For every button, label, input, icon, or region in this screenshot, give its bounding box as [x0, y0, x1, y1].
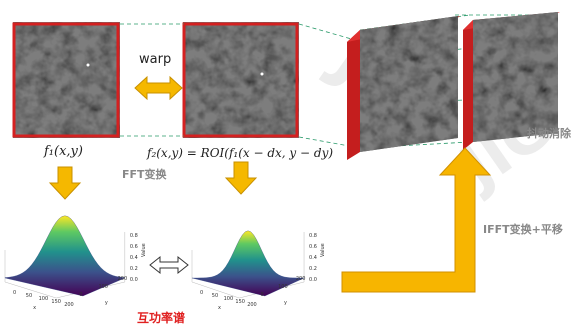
z-tick-label: 0.6	[130, 244, 138, 250]
image-f1	[13, 22, 120, 138]
double-arrow	[135, 77, 182, 99]
y-tick-label: 100	[98, 284, 108, 290]
warp-label: warp	[139, 52, 171, 67]
y-axis-label: y	[284, 300, 287, 306]
diagram: JIG JIG warp f₁(x,y) f₂(x,y) = ROI(f₁(x …	[0, 0, 584, 326]
y-tick-label: 200	[118, 276, 128, 282]
ifft-label: IFFT变换+平移	[483, 222, 563, 236]
star	[261, 73, 264, 76]
jitter-label: 抖动消除	[527, 126, 572, 140]
y-tick-label: 0	[260, 292, 263, 298]
slab-side	[463, 20, 473, 150]
double-arrow	[150, 257, 188, 273]
z-tick-label: 0.4	[130, 255, 138, 261]
l-arrow	[342, 148, 490, 292]
x-tick-label: 100	[224, 296, 234, 302]
z-axis-label: Value	[320, 243, 326, 257]
z-tick-label: 0.6	[309, 244, 317, 250]
cross-power-label: 互功率谱	[137, 310, 185, 325]
z-tick-label: 0.4	[309, 255, 317, 261]
x-tick-label: 150	[235, 299, 245, 305]
slab-image	[360, 16, 458, 152]
image-f2	[183, 22, 299, 138]
f2-label: f₂(x,y) = ROI(f₁(x − dx, y − dy)	[146, 146, 333, 160]
slab-side	[347, 30, 360, 160]
x-tick-label: 100	[39, 296, 49, 302]
x-tick-label: 50	[212, 293, 218, 299]
slab-image	[473, 12, 558, 142]
x-axis-label: x	[33, 305, 36, 311]
x-axis-label: x	[218, 305, 221, 311]
x-tick-label: 200	[64, 302, 74, 308]
down-arrow	[50, 167, 80, 199]
x-tick-label: 0	[13, 290, 16, 296]
z-axis-label: Value	[141, 243, 147, 257]
z-tick-label: 0.8	[130, 233, 138, 239]
fft-label: FFT变换	[122, 167, 168, 181]
x-tick-label: 50	[26, 293, 32, 299]
down-arrow	[226, 162, 256, 194]
y-tick-label: 0	[79, 292, 82, 298]
z-tick-label: 0.2	[309, 266, 317, 272]
x-tick-label: 200	[247, 302, 257, 308]
y-tick-label: 100	[278, 284, 288, 290]
x-tick-label: 0	[200, 290, 203, 296]
x-tick-label: 150	[51, 299, 61, 305]
star	[87, 64, 90, 67]
y-tick-label: 200	[296, 276, 306, 282]
z-tick-label: 0.2	[130, 266, 138, 272]
z-tick-label: 0.0	[309, 277, 317, 283]
f1-label: f₁(x,y)	[43, 144, 83, 159]
z-tick-label: 0.0	[130, 277, 138, 283]
z-tick-label: 0.8	[309, 233, 317, 239]
y-axis-label: y	[105, 300, 108, 306]
